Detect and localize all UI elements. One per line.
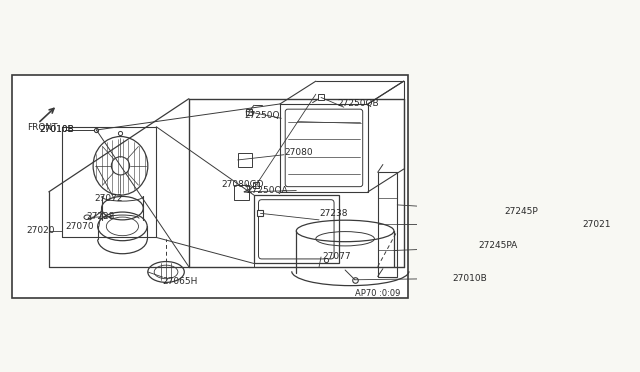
Text: 27020: 27020 — [26, 227, 54, 235]
Bar — [237, 153, 252, 167]
Text: 27072: 27072 — [95, 194, 123, 203]
Text: 27010B: 27010B — [39, 125, 74, 135]
Text: FRONT: FRONT — [28, 123, 58, 132]
Text: 27010B: 27010B — [39, 125, 74, 135]
Text: 27080: 27080 — [285, 148, 313, 157]
Text: 27238: 27238 — [319, 209, 348, 218]
Text: 27021: 27021 — [583, 220, 611, 229]
Text: 27250QB: 27250QB — [337, 99, 379, 109]
Text: 27250QA: 27250QA — [246, 186, 288, 195]
Bar — [234, 185, 249, 200]
Text: 27010B: 27010B — [452, 274, 487, 283]
Text: 27080GD: 27080GD — [221, 180, 264, 189]
Bar — [254, 195, 339, 263]
Text: 27228: 27228 — [86, 212, 115, 221]
Text: 27077: 27077 — [323, 253, 351, 262]
Text: AP70 :0:09: AP70 :0:09 — [355, 289, 401, 298]
Bar — [378, 172, 397, 276]
Text: 27250Q: 27250Q — [244, 111, 280, 120]
Text: 27245P: 27245P — [505, 207, 538, 216]
Text: 27065H: 27065H — [163, 276, 198, 286]
Text: 27245PA: 27245PA — [479, 241, 518, 250]
Text: 27070: 27070 — [65, 222, 93, 231]
